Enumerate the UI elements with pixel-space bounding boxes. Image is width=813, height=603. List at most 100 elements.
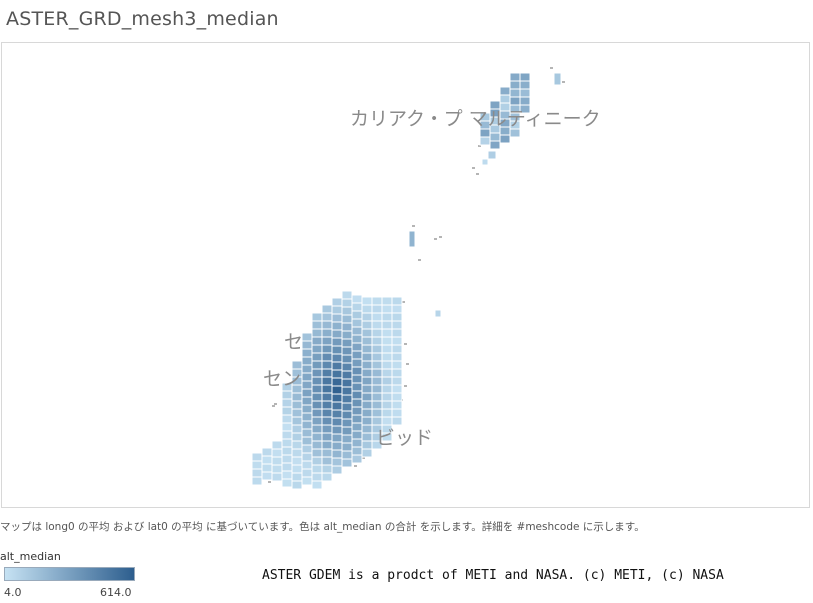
mesh-cell[interactable] xyxy=(322,345,332,353)
mesh-cell[interactable] xyxy=(302,461,312,469)
mesh-cell[interactable] xyxy=(352,431,362,439)
mesh-cell[interactable] xyxy=(312,473,322,481)
mesh-cell[interactable] xyxy=(282,447,292,455)
mesh-cell[interactable] xyxy=(392,321,402,329)
mesh-cell[interactable] xyxy=(302,477,312,485)
mesh-cell[interactable] xyxy=(362,345,372,353)
mesh-cell[interactable] xyxy=(302,365,312,373)
mesh-cell[interactable] xyxy=(352,407,362,415)
mesh-cell[interactable] xyxy=(332,378,342,386)
mesh-cell[interactable] xyxy=(292,417,302,425)
mesh-cell[interactable] xyxy=(392,393,402,401)
mesh-cell[interactable] xyxy=(362,377,372,385)
mesh-cell[interactable] xyxy=(392,361,402,369)
mesh-cell[interactable] xyxy=(342,371,352,379)
mesh-cell[interactable] xyxy=(352,375,362,383)
mesh-cell[interactable] xyxy=(352,319,362,327)
mesh-cell[interactable] xyxy=(322,377,332,385)
mesh-cell[interactable] xyxy=(312,361,322,369)
mesh-cell[interactable] xyxy=(372,313,382,321)
mesh-cell[interactable] xyxy=(352,415,362,423)
mesh-cell[interactable] xyxy=(312,417,322,425)
mesh-cell[interactable] xyxy=(362,417,372,425)
mesh-cell[interactable] xyxy=(342,411,352,419)
map-view[interactable]: カリアク・プ マルティニーク セ セン ビッド xyxy=(1,42,810,508)
mesh-cell[interactable] xyxy=(262,448,272,456)
mesh-cell[interactable] xyxy=(362,329,372,337)
mesh-cell[interactable] xyxy=(490,141,500,149)
mesh-cell[interactable] xyxy=(520,73,530,81)
mesh-cell[interactable] xyxy=(352,455,362,463)
mesh-cell[interactable] xyxy=(342,403,352,411)
mesh-cell[interactable] xyxy=(372,361,382,369)
mesh-cell[interactable] xyxy=(382,321,392,329)
mesh-cell[interactable] xyxy=(322,457,332,465)
mesh-cell[interactable] xyxy=(332,314,342,322)
mesh-cell[interactable] xyxy=(322,473,332,481)
mesh-cell[interactable] xyxy=(332,450,342,458)
mesh-cell[interactable] xyxy=(322,321,332,329)
mesh-cell[interactable] xyxy=(272,457,282,465)
mesh-cell[interactable] xyxy=(510,73,520,81)
mesh-cell[interactable] xyxy=(332,330,342,338)
mesh-cell[interactable] xyxy=(372,417,382,425)
mesh-cell[interactable] xyxy=(322,425,332,433)
mesh-cell[interactable] xyxy=(392,369,402,377)
mesh-cell[interactable] xyxy=(302,349,312,357)
mesh-cell[interactable] xyxy=(392,409,402,417)
mesh-cell[interactable] xyxy=(362,305,372,313)
mesh-cell[interactable] xyxy=(392,305,402,313)
mesh-cell[interactable] xyxy=(312,337,322,345)
mesh-cell[interactable] xyxy=(292,425,302,433)
mesh-cell[interactable] xyxy=(490,133,500,141)
mesh-cell[interactable] xyxy=(392,313,402,321)
mesh-cell[interactable] xyxy=(342,339,352,347)
mesh-cell[interactable] xyxy=(382,417,392,425)
mesh-cell[interactable] xyxy=(520,81,530,89)
mesh-cell[interactable] xyxy=(292,441,302,449)
mesh-cell[interactable] xyxy=(362,353,372,361)
mesh-cell[interactable] xyxy=(302,373,312,381)
mesh-cell[interactable] xyxy=(292,473,302,481)
mesh-cell[interactable] xyxy=(372,297,382,305)
mesh-cell[interactable] xyxy=(322,393,332,401)
mesh-cell[interactable] xyxy=(302,333,312,341)
mesh-cell[interactable] xyxy=(332,306,342,314)
mesh-cell[interactable] xyxy=(312,433,322,441)
mesh-cell[interactable] xyxy=(510,89,520,97)
mesh-cell[interactable] xyxy=(480,129,490,137)
mesh-cell[interactable] xyxy=(332,370,342,378)
mesh-cell[interactable] xyxy=(382,313,392,321)
mesh-cell[interactable] xyxy=(312,369,322,377)
mesh-cell[interactable] xyxy=(510,129,520,137)
mesh-cell[interactable] xyxy=(302,381,312,389)
mesh-cell[interactable] xyxy=(262,472,272,480)
mesh-cell[interactable] xyxy=(372,337,382,345)
mesh-cell[interactable] xyxy=(302,357,312,365)
mesh-cell[interactable] xyxy=(292,401,302,409)
mesh-cell[interactable] xyxy=(302,469,312,477)
mesh-cell[interactable] xyxy=(332,410,342,418)
mesh-cell[interactable] xyxy=(352,311,362,319)
mesh-cell[interactable] xyxy=(342,363,352,371)
mesh-cell[interactable] xyxy=(362,425,372,433)
mesh-cell[interactable] xyxy=(372,377,382,385)
mesh-cell[interactable] xyxy=(382,305,392,313)
mesh-cell[interactable] xyxy=(362,409,372,417)
mesh-cell[interactable] xyxy=(392,401,402,409)
mesh-cell[interactable] xyxy=(382,393,392,401)
mesh-cell[interactable] xyxy=(372,385,382,393)
mesh-cell[interactable] xyxy=(342,395,352,403)
mesh-cell[interactable] xyxy=(312,401,322,409)
mesh-cell[interactable] xyxy=(362,401,372,409)
mesh-cell[interactable] xyxy=(352,295,362,303)
mesh-cell[interactable] xyxy=(510,81,520,89)
mesh-cell[interactable] xyxy=(322,329,332,337)
mesh-cell[interactable] xyxy=(372,353,382,361)
mesh-cell[interactable] xyxy=(362,385,372,393)
mesh-cell[interactable] xyxy=(435,310,441,317)
mesh-cell[interactable] xyxy=(372,369,382,377)
mesh-cell[interactable] xyxy=(362,337,372,345)
mesh-cell[interactable] xyxy=(392,345,402,353)
mesh-cell[interactable] xyxy=(392,385,402,393)
